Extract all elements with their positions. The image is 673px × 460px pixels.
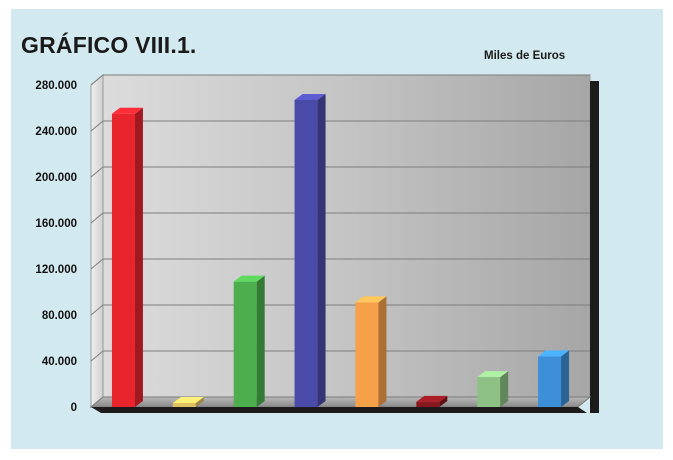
bar-front <box>172 402 196 407</box>
units-label: Miles de Euros <box>484 50 566 62</box>
y-tick-label: 240.000 <box>35 126 77 138</box>
bar-side <box>195 396 204 407</box>
bar-front <box>233 281 257 407</box>
gridlines <box>90 74 590 362</box>
bar-side <box>439 395 448 407</box>
y-tick-label: 200.000 <box>35 172 77 184</box>
wall-shadow <box>590 81 599 413</box>
y-tick-label: 40.000 <box>42 356 77 368</box>
gridline-depth <box>90 350 104 362</box>
y-tick-label: 80.000 <box>42 310 77 322</box>
bar-side <box>561 350 570 407</box>
bars <box>111 93 570 407</box>
bar-side <box>317 93 326 407</box>
bar-side <box>134 107 143 407</box>
bar-side <box>256 275 265 407</box>
y-tick-label: 280.000 <box>35 80 77 92</box>
bar <box>294 93 326 407</box>
bar-top <box>294 93 326 100</box>
gridline-depth <box>90 74 104 86</box>
bar-top <box>538 350 570 357</box>
bar-top <box>355 296 387 303</box>
gridline-depth <box>90 258 104 270</box>
bar-side <box>378 296 387 407</box>
floor-shadow <box>91 407 587 413</box>
gridline-depth <box>90 120 104 132</box>
bar-top <box>416 395 448 402</box>
chart-title: GRÁFICO VIII.1. <box>21 32 197 58</box>
bar <box>477 371 509 407</box>
side-wall <box>90 73 104 409</box>
y-tick-label: 0 <box>71 402 77 414</box>
bar-top <box>233 275 265 282</box>
bar-front <box>111 113 135 407</box>
y-tick-label: 160.000 <box>35 218 77 230</box>
y-tick-label: 120.000 <box>35 264 77 276</box>
gridline-depth <box>90 166 104 178</box>
bar-chart: 0 40.000 80.000 120.000 160.000 200.000 240.00… <box>35 73 599 414</box>
bar <box>355 296 387 407</box>
bar-front <box>355 302 379 407</box>
bar-top <box>111 107 143 114</box>
bar-top <box>477 371 509 378</box>
bar-front <box>538 356 562 407</box>
bar <box>111 107 143 407</box>
y-axis-ticks: 0 40.000 80.000 120.000 160.000 200.000 240.00… <box>35 80 77 414</box>
back-wall <box>102 74 591 398</box>
bar <box>172 396 204 407</box>
bar <box>538 350 570 407</box>
bar-top <box>172 396 204 403</box>
floor <box>89 396 592 408</box>
bar-front <box>294 99 318 407</box>
bar <box>416 395 448 407</box>
gridline-depth <box>90 212 104 224</box>
bar <box>233 275 265 407</box>
bar-front <box>477 377 501 407</box>
bar-front <box>416 401 440 407</box>
gridline-depth <box>90 304 104 316</box>
chart-figure: GRÁFICO VIII.1. Miles de Euros 0 40.000 80… <box>11 9 663 449</box>
bar-side <box>500 371 509 407</box>
plot-background <box>89 73 599 413</box>
